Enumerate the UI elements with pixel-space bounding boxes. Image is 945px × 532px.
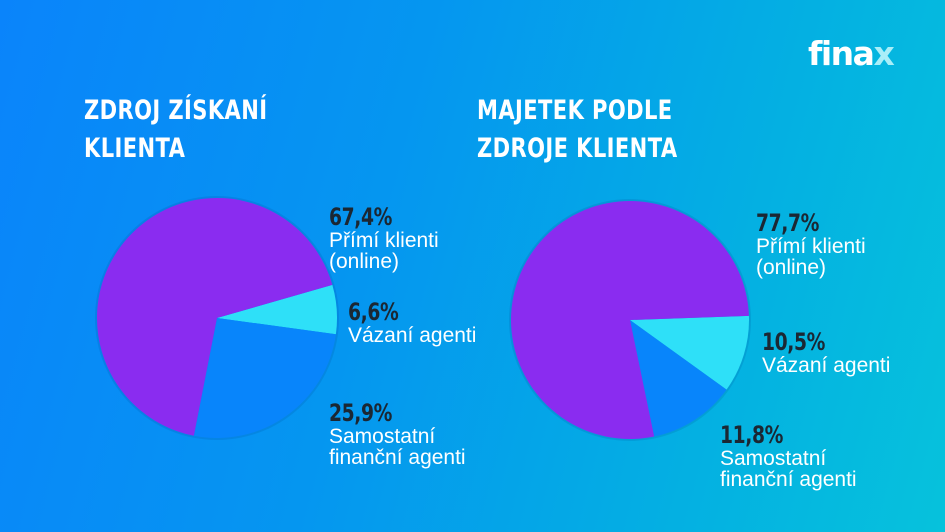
chart-1-title-line-1: ZDROJ ZÍSKANÍ — [84, 95, 268, 126]
pct-value: 10,5% — [762, 328, 825, 356]
chart-2-label-direct: 77,7% Přímí klienti (online) — [756, 210, 866, 278]
slice-tied-agents — [630, 315, 749, 390]
chart-2-title-line-2: ZDROJE KLIENTA — [477, 133, 678, 164]
chart-2-label-independent: 11,8% Samostatní finanční agenti — [720, 422, 857, 490]
pct-value: 6,6% — [348, 298, 399, 326]
category-label: Přímí klienti (online) — [756, 235, 866, 279]
category-label: Samostatní finanční agenti — [720, 447, 857, 491]
slice-direct-clients — [511, 201, 749, 439]
pct-value: 67,4% — [329, 203, 392, 231]
chart-1-title-line-2: KLIENTA — [84, 133, 186, 164]
category-label: Přímí klienti (online) — [329, 229, 439, 273]
chart-1-label-independent: 25,9% Samostatní finanční agenti — [329, 400, 466, 468]
category-label: Vázaní agenti — [348, 324, 477, 347]
slice-independent-agents — [630, 320, 727, 437]
pct-value: 25,9% — [329, 399, 392, 427]
chart-1-title: ZDROJ ZÍSKANÍ KLIENTA — [84, 92, 267, 168]
category-label: Samostatní finanční agenti — [329, 425, 466, 469]
chart-2-label-tied: 10,5% Vázaní agenti — [762, 329, 890, 376]
chart-1-label-tied: 6,6% Vázaní agenti — [348, 299, 476, 346]
pct-value: 11,8% — [720, 421, 783, 449]
chart-1-label-direct: 67,4% Přímí klienti (online) — [329, 204, 439, 272]
logo-accent: x — [873, 34, 894, 73]
pct-value: 77,7% — [756, 209, 819, 237]
chart-2-title-line-1: MAJETEK PODLE — [477, 95, 673, 126]
slice-tied-agents — [217, 284, 338, 335]
chart-2-title: MAJETEK PODLE ZDROJE KLIENTA — [477, 92, 678, 168]
logo-text: fina — [808, 34, 875, 73]
finax-logo: finax — [808, 34, 895, 73]
slice-direct-clients — [97, 198, 333, 436]
slice-independent-agents — [193, 318, 336, 438]
category-label: Vázaní agenti — [762, 354, 891, 377]
